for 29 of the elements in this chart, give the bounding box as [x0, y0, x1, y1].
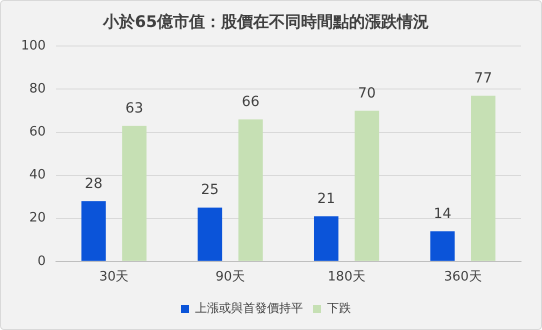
y-tick-label: 100 [20, 38, 46, 54]
x-tick-label: 360天 [444, 270, 482, 285]
y-tick-label: 80 [29, 82, 46, 97]
data-label: 21 [317, 190, 336, 207]
bar [198, 208, 222, 261]
legend-label: 上漲或與首發價持平 [195, 301, 303, 316]
bar [314, 216, 338, 261]
data-label: 25 [200, 182, 219, 198]
y-tick-label: 20 [29, 210, 46, 226]
y-tick-label: 60 [29, 124, 46, 140]
data-label: 14 [434, 206, 452, 222]
x-tick-label: 90天 [215, 270, 246, 285]
y-tick-label: 0 [38, 254, 46, 269]
bar [354, 110, 380, 261]
bar [430, 231, 455, 261]
data-label: 77 [474, 70, 492, 86]
x-tick-label: 180天 [328, 270, 366, 285]
bar [81, 201, 106, 261]
bar [238, 119, 263, 261]
data-label: 66 [242, 94, 260, 110]
legend-label: 下跌 [327, 301, 351, 316]
bar [122, 126, 147, 261]
data-label: 63 [125, 100, 144, 116]
data-label: 70 [358, 85, 376, 102]
bar [470, 96, 496, 261]
y-tick-label: 40 [29, 168, 46, 183]
data-label: 28 [84, 176, 103, 192]
x-tick-label: 30天 [99, 270, 129, 285]
chart-title: 小於65億市值：股價在不同時間點的漲跌情況 [102, 12, 430, 31]
